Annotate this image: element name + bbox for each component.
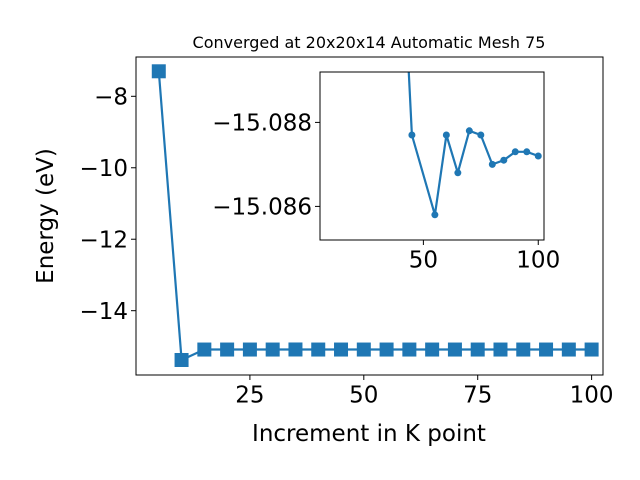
main-y-tick-label: −8 xyxy=(94,85,128,111)
main-x-tick-label: 50 xyxy=(349,383,378,409)
inset-x-tick-label: 100 xyxy=(516,248,560,274)
main-y-tick-label: −14 xyxy=(79,299,128,325)
inset-point-marker xyxy=(511,148,519,156)
inset-point-marker xyxy=(488,160,496,168)
inset-x-ticks: 50 100 xyxy=(409,240,560,274)
main-point-marker xyxy=(174,352,189,367)
inset-background xyxy=(320,72,544,240)
main-y-tick-label: −12 xyxy=(79,228,128,254)
inset-point-marker xyxy=(523,148,531,156)
inset-point-marker xyxy=(534,152,542,160)
main-point-marker xyxy=(288,342,303,357)
inset-y-ticks: −15.088 −15.086 xyxy=(212,111,320,221)
main-x-tick-label: 75 xyxy=(463,383,492,409)
main-point-marker xyxy=(493,342,508,357)
main-point-marker xyxy=(470,342,485,357)
main-x-tick-label: 100 xyxy=(570,383,614,409)
inset-point-marker xyxy=(477,131,485,139)
inset-axes-frame xyxy=(319,71,545,241)
x-axis-label: Increment in K point xyxy=(252,421,486,447)
inset-point-marker xyxy=(454,169,462,177)
inset-point-marker xyxy=(500,156,508,164)
main-point-marker xyxy=(220,342,235,357)
inset-point-marker xyxy=(465,127,473,135)
main-x-tick-label: 25 xyxy=(235,383,264,409)
main-point-marker xyxy=(379,342,394,357)
inset-y-tick-label: −15.086 xyxy=(212,195,312,221)
main-x-ticks: 25 50 75 100 xyxy=(235,375,614,409)
inset-x-tick-label: 50 xyxy=(409,248,438,274)
main-point-marker xyxy=(197,342,212,357)
main-point-marker xyxy=(539,342,554,357)
inset-point-marker xyxy=(408,131,416,139)
main-point-marker xyxy=(311,342,326,357)
chart-title: Converged at 20x20x14 Automatic Mesh 75 xyxy=(193,33,546,52)
inset-plot: 50 100 −15.088 −15.086 xyxy=(212,71,560,274)
main-point-marker xyxy=(265,342,280,357)
inset-point-marker xyxy=(431,211,439,219)
main-plot: 25 50 75 100 −8 −10 −12 −14 xyxy=(79,56,614,409)
inset-point-marker xyxy=(442,131,450,139)
main-axes-frame xyxy=(135,56,604,376)
main-point-marker xyxy=(447,342,462,357)
inset-series xyxy=(407,72,542,219)
y-axis-label: Energy (eV) xyxy=(33,148,59,284)
main-point-marker xyxy=(584,342,599,357)
main-y-tick-label: −10 xyxy=(79,156,128,182)
main-series xyxy=(151,64,599,367)
main-point-marker xyxy=(356,342,371,357)
main-y-ticks: −8 −10 −12 −14 xyxy=(79,85,136,325)
main-point-marker xyxy=(151,64,166,79)
inset-y-tick-label: −15.088 xyxy=(212,111,312,137)
main-point-marker xyxy=(334,342,349,357)
main-point-marker xyxy=(402,342,417,357)
main-point-marker xyxy=(561,342,576,357)
main-point-marker xyxy=(425,342,440,357)
main-point-marker xyxy=(516,342,531,357)
main-point-marker xyxy=(242,342,257,357)
